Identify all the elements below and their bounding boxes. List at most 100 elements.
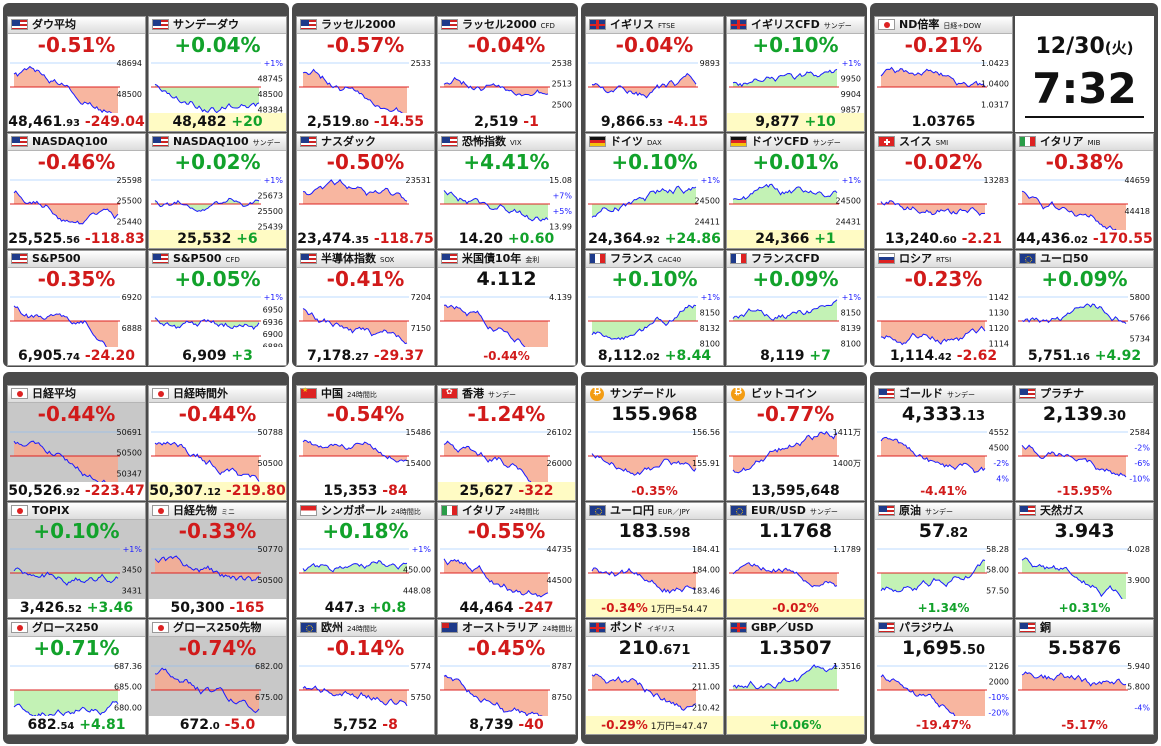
market-tile[interactable]: 日経時間外507885050050180日経平均 CFD-0.44%50,307… bbox=[148, 385, 287, 501]
axis-label: 6888 bbox=[122, 324, 142, 333]
tile-title: 中国 24時間比 bbox=[321, 387, 377, 402]
tile-title: 日経平均 bbox=[32, 387, 76, 401]
clock-panel: 12/30(火) 7:32 bbox=[1015, 16, 1154, 132]
change-percent: -0.57% bbox=[326, 33, 405, 57]
market-tile[interactable]: フランスCFD+1%8150813981008088Weekend France… bbox=[726, 250, 865, 366]
market-tile[interactable]: ビットコイン1411万1400万1356万ビットコイン/円-0.77%13,59… bbox=[726, 385, 865, 501]
eu-flag-icon bbox=[300, 622, 317, 633]
market-tile[interactable]: 欧州24時間比577457505734DOW EURO 50 CFD-0.14%… bbox=[296, 619, 435, 735]
tile-name: NASDAQ100 bbox=[173, 135, 249, 148]
market-tile[interactable]: ナスダック2353123397NASDAQ Index-0.50%23,474.… bbox=[296, 133, 435, 249]
market-tile[interactable]: ダウ平均486944850048391ニューヨークダウ-0.51%48,461.… bbox=[7, 16, 146, 132]
chart-area bbox=[592, 305, 696, 340]
chart-area bbox=[733, 562, 837, 587]
market-tile[interactable]: シンガポール24時間比+1%450.00448.08444.98Singapor… bbox=[296, 502, 435, 618]
de-flag-icon bbox=[589, 136, 606, 147]
tile-title: ラッセル2000 bbox=[321, 18, 396, 32]
market-tile[interactable]: NASDAQ100255982550025440-1%ナスダック100指数-0.… bbox=[7, 133, 146, 249]
market-tile[interactable]: サンデードル156.56155.91155.00BTC/JPY÷BTC/USD1… bbox=[585, 385, 724, 501]
market-tile[interactable]: ポンドイギリス211.35211.00210.42210.00GBP/JPY21… bbox=[585, 619, 724, 735]
market-tile[interactable]: TOPIX+1%345034313409前場 TOPIX+0.10%3,426.… bbox=[7, 502, 146, 618]
market-tile[interactable]: ラッセル200025332515Russell 2000 Index-0.57%… bbox=[296, 16, 435, 132]
tile-subtitle: 24時間比 bbox=[509, 508, 540, 516]
jp-flag-icon bbox=[11, 388, 28, 399]
tile-footer: -5.17% bbox=[1016, 716, 1153, 734]
market-tile[interactable]: 中国24時間比154861540015331FTSE China A50 CFD… bbox=[296, 385, 435, 501]
price-decimals: .13 bbox=[962, 409, 986, 424]
tile-footer: 5,752 -8 bbox=[297, 716, 434, 734]
sg-flag-icon bbox=[300, 505, 317, 516]
axis-label: 25598 bbox=[117, 176, 142, 185]
market-tile[interactable]: ドイツDAX+1%245002441124250DAX+0.10%24,364.… bbox=[585, 133, 724, 249]
change-amount: -2.21 bbox=[956, 231, 1002, 247]
tile-title: ドイツCFD サンデー bbox=[751, 135, 841, 150]
market-tile[interactable]: ロシアRTSI1142113011201114-1%ロシアRTS指数-0.23%… bbox=[874, 250, 1013, 366]
tile-footer: 44,464 -247 bbox=[438, 599, 575, 617]
tile-footer: 9,866.53 -4.15 bbox=[586, 113, 723, 131]
market-tile[interactable]: 日経先物ミニ507705050050205日経225mini-0.33%50,3… bbox=[148, 502, 287, 618]
change-percent: +0.10% bbox=[33, 519, 120, 543]
axis-label: 25673 bbox=[258, 192, 283, 201]
tile-name: 天然ガス bbox=[1040, 504, 1084, 517]
chart-price-line bbox=[732, 183, 838, 201]
chart-area bbox=[14, 66, 118, 121]
market-tile[interactable]: イタリア24時間比447354450044412FTSE MIB CFD-0.5… bbox=[437, 502, 576, 618]
tile-subtitle: FTSE bbox=[658, 22, 676, 30]
tile-title: NASDAQ100 bbox=[32, 135, 108, 149]
axis-label: +1% bbox=[842, 293, 862, 302]
market-tile[interactable]: 半導体指数SOX720471507115PHLX Semiconductor-0… bbox=[296, 250, 435, 366]
market-tile[interactable]: ユーロ円EUR／JPY184.41184.00183.46183.00ユーロ円 … bbox=[585, 502, 724, 618]
market-tile[interactable]: スイスSMI1328313219SMI-0.02%13,240.60 -2.21 bbox=[874, 133, 1013, 249]
axis-label: 2513 bbox=[552, 80, 572, 89]
market-tile[interactable]: 香港サンデー261022600025521Hong Kong 50-1.24%2… bbox=[437, 385, 576, 501]
price-main: 6,909 bbox=[182, 348, 227, 364]
axis-label: 48384 bbox=[258, 106, 283, 115]
cn-flag-icon bbox=[300, 386, 317, 399]
tile-title: サンデードル bbox=[610, 387, 676, 401]
chart-price-line bbox=[302, 559, 408, 573]
market-tile[interactable]: グロース250687.36685.00680.00676.66+0.71%682… bbox=[7, 619, 146, 735]
tile-name: 欧州 bbox=[321, 621, 343, 634]
axis-label: 4552 bbox=[989, 428, 1009, 437]
axis-label: 3.900 bbox=[1127, 576, 1150, 585]
axis-label: 2584 bbox=[1130, 428, 1150, 437]
price-main: 9,877 bbox=[755, 114, 800, 130]
change-amount: -4.15 bbox=[662, 114, 709, 130]
tile-header: グロース250先物 bbox=[149, 620, 286, 637]
tile-footer: +0.31% bbox=[1016, 599, 1153, 617]
tile-title: ダウ平均 bbox=[32, 18, 76, 32]
uk-flag-icon bbox=[589, 19, 606, 30]
change-amount: -40 bbox=[513, 717, 544, 733]
tile-subtitle: 24時間比 bbox=[347, 391, 377, 399]
price-main: 14.20 bbox=[458, 231, 504, 247]
tile-name: イギリス bbox=[610, 18, 654, 31]
market-tile[interactable]: イギリスFTSE98939855FTSE100-0.04%9,866.53 -4… bbox=[585, 16, 724, 132]
tile-title: ユーロ50 bbox=[1040, 252, 1088, 266]
tile-header: グロース250 bbox=[8, 620, 145, 637]
market-tile[interactable]: NASDAQ100サンデー+1%256732550025439-1%Weeken… bbox=[148, 133, 287, 249]
market-tile[interactable]: オーストラリア24時間比878787508718Australia 200 CF… bbox=[437, 619, 576, 735]
change-amount: -249.04 bbox=[80, 114, 145, 130]
